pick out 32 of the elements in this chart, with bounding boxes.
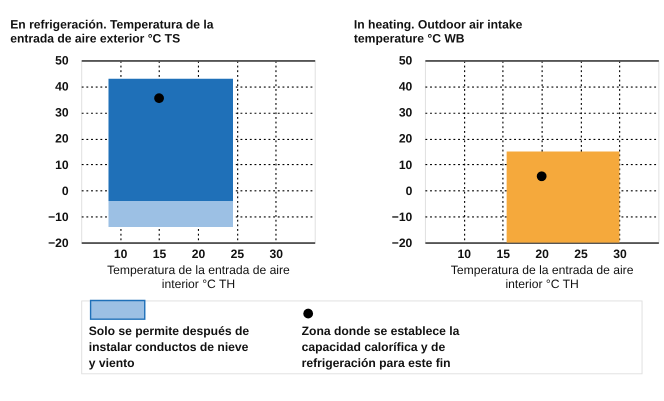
- y-tick-label: 30: [398, 106, 413, 120]
- y-tick-label: −20: [48, 236, 69, 250]
- y-tick-label: 10: [55, 158, 69, 172]
- y-tick-label: 20: [398, 132, 413, 146]
- chart-title: En refrigeración. Temperatura de la entrada de aire exterior °C TS: [10, 18, 214, 46]
- x-tick-label: 10: [458, 247, 472, 262]
- x-tick-label: 25: [574, 247, 588, 262]
- y-tick-label: 10: [398, 158, 413, 172]
- y-tick-label: 40: [55, 80, 69, 94]
- y-tick-label: −10: [48, 210, 69, 224]
- x-tick-label: 15: [496, 247, 510, 262]
- x-tick-label: 15: [152, 247, 167, 262]
- x-tick-label: 25: [230, 247, 244, 262]
- y-tick-label: 0: [406, 184, 413, 198]
- y-tick-label: −10: [392, 210, 413, 224]
- x-tick-label: 30: [270, 247, 284, 262]
- x-axis-title: Temperatura de la entrada de aire interior °C TH: [107, 262, 290, 291]
- legend-label: Solo se permite después de instalar conductos de nieve y viento: [88, 324, 250, 370]
- y-tick-label: 40: [398, 80, 413, 94]
- y-tick-label: 20: [55, 132, 69, 146]
- chart-title: In heating. Outdoor air intake temperature °C WB: [354, 18, 523, 46]
- x-axis-title: Temperatura de la entrada de aire interior °C TH: [450, 262, 634, 291]
- y-tick-label: −20: [392, 236, 413, 250]
- x-tick-label: 30: [613, 247, 627, 262]
- x-tick-label: 20: [535, 247, 550, 262]
- y-tick-label: 30: [55, 106, 69, 120]
- y-tick-label: 50: [55, 54, 69, 68]
- x-tick-label: 20: [192, 247, 206, 262]
- x-tick-label: 10: [114, 247, 128, 262]
- y-tick-label: 50: [398, 54, 413, 68]
- legend-label: Zona donde se establece la capacidad calorífica y de refrigeración para este fin: [302, 324, 460, 370]
- y-tick-label: 0: [62, 184, 69, 198]
